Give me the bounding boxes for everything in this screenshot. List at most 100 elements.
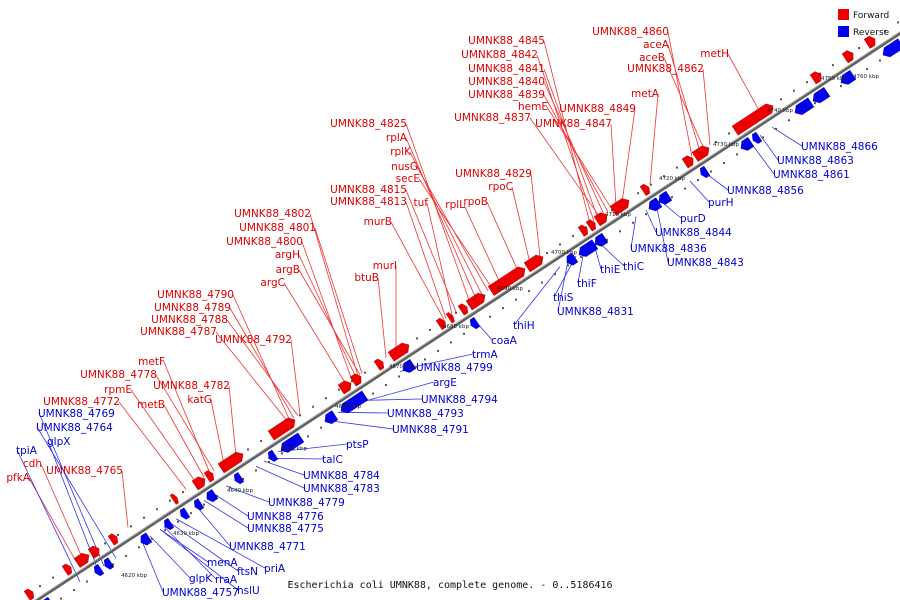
- reverse-label-leader: [36, 426, 117, 559]
- kbp-tick-labels: 4620 kbp 4630 kbp 4640 kbp 4650 kbp 4660 kbp…: [121, 74, 879, 579]
- reverse-gene-label: coaA: [491, 335, 518, 347]
- forward-gene-label: UMNK88_4765: [46, 465, 123, 477]
- forward-gene-label: tuf: [414, 197, 429, 209]
- reverse-gene-arrow: [93, 563, 105, 577]
- forward-label-leader: [663, 57, 705, 150]
- forward-label-leader: [536, 54, 595, 222]
- forward-gene-arrow: [609, 198, 630, 216]
- reverse-gene-arrow: [402, 358, 417, 373]
- reverse-gene-arrow: [233, 471, 245, 485]
- forward-gene-label: rplL: [445, 199, 465, 211]
- reverse-gene-label: glpX: [47, 436, 70, 448]
- kbp-tick-label: 4650 kbp: [281, 446, 307, 452]
- forward-gene-label: UMNK88_4837: [454, 112, 531, 124]
- reverse-label-leader: [195, 505, 231, 547]
- forward-label-leader: [418, 178, 493, 289]
- reverse-gene-label: UMNK88_4794: [421, 394, 498, 406]
- reverse-gene-label: UMNK88_4769: [38, 408, 115, 420]
- reverse-gene-arrow: [882, 38, 900, 58]
- forward-label-leader: [667, 44, 701, 152]
- reverse-label-leader: [159, 528, 239, 591]
- forward-label-leader: [426, 202, 453, 315]
- forward-label-leader: [298, 269, 361, 376]
- legend-reverse-label: Reverse: [853, 28, 890, 38]
- kbp-tick-label: 4680 kbp: [443, 324, 469, 330]
- forward-gene-label: metH: [700, 48, 729, 60]
- label-leader-lines: [16, 31, 803, 593]
- forward-gene-arrow: [841, 50, 854, 64]
- forward-label-leader: [546, 106, 613, 210]
- kbp-tick-label: 4760 kbp: [853, 74, 879, 80]
- reverse-gene-arrow: [469, 316, 481, 330]
- kbp-tick-label: 4700 kbp: [551, 250, 577, 256]
- forward-gene-label: metF: [138, 356, 165, 368]
- forward-gene-arrow: [577, 224, 589, 237]
- forward-gene-label: katG: [187, 394, 212, 406]
- reverse-label-leader: [16, 449, 81, 583]
- reverse-gene-arrow: [794, 97, 815, 115]
- forward-gene-arrow: [435, 317, 447, 331]
- forward-gene-label: UMNK88_4782: [153, 380, 230, 392]
- forward-label-leader: [377, 277, 387, 358]
- forward-label-leader: [298, 254, 357, 378]
- reverse-label-leader: [38, 412, 105, 567]
- forward-gene-label: argB: [276, 264, 300, 276]
- forward-gene-label: UMNK88_4815: [330, 184, 407, 196]
- forward-gene-arrow: [593, 212, 608, 227]
- forward-label-leader: [530, 173, 541, 257]
- reverse-gene-label: thiH: [513, 320, 535, 332]
- forward-label-leader: [283, 282, 347, 385]
- forward-gene-arrow: [523, 254, 544, 273]
- forward-gene-label: UMNK88_4845: [468, 35, 545, 47]
- forward-gene-label: UMNK88_4829: [455, 168, 532, 180]
- forward-label-leader: [301, 241, 353, 381]
- forward-gene-label: UMNK88_4825: [330, 118, 407, 130]
- forward-gene-arrow: [191, 476, 206, 491]
- forward-gene-arrow: [87, 545, 100, 559]
- reverse-gene-label: hslU: [237, 585, 260, 597]
- reverse-label-leader: [255, 465, 305, 489]
- reverse-label-leader: [175, 518, 266, 569]
- reverse-gene-label: UMNK88_4757: [162, 587, 239, 599]
- reverse-label-leader: [325, 419, 394, 430]
- reverse-gene-label: UMNK88_4861: [773, 169, 850, 181]
- reverse-gene-label: purH: [708, 197, 734, 209]
- forward-gene-label: metA: [631, 88, 660, 100]
- reverse-gene-arrow: [658, 190, 673, 205]
- genome-backbone: [34, 31, 900, 600]
- reverse-gene-arrow: [179, 507, 191, 520]
- forward-gene-arrow: [203, 470, 215, 483]
- reverse-gene-label: UMNK88_4793: [387, 408, 464, 420]
- reverse-gene-label: UMNK88_4784: [303, 470, 380, 482]
- reverse-label-leader: [645, 209, 657, 233]
- forward-label-leader: [130, 389, 197, 483]
- reverse-label-leader: [225, 485, 270, 503]
- reverse-gene-arrow: [103, 557, 115, 570]
- gene-labels: UMNK88_4845UMNK88_4842UMNK88_4841UMNK88_…: [6, 26, 878, 599]
- kbp-tick-label: 4630 kbp: [173, 531, 199, 537]
- forward-label-leader: [121, 470, 129, 528]
- reverse-gene-arrow: [340, 390, 369, 414]
- reverse-gene-arrow: [43, 596, 51, 600]
- forward-gene-label: rplA: [386, 132, 408, 144]
- forward-label-leader: [118, 401, 187, 490]
- forward-gene-arrow: [61, 563, 73, 576]
- forward-gene-label: rpoC: [488, 181, 513, 193]
- forward-label-leader: [543, 81, 605, 215]
- forward-label-leader: [390, 221, 445, 320]
- forward-label-leader: [610, 123, 617, 207]
- reverse-gene-label: UMNK88_4843: [667, 257, 744, 269]
- forward-gene-label: rpmE: [104, 384, 132, 396]
- reverse-gene-label: thiC: [623, 261, 644, 273]
- kbp-tick-label: 4670 kbp: [389, 364, 415, 370]
- kbp-tick-label: 4690 kbp: [497, 286, 523, 292]
- reverse-gene-label: glpK: [189, 573, 213, 585]
- forward-label-leader: [405, 189, 457, 312]
- reverse-gene-label: trmA: [472, 349, 498, 361]
- reverse-gene-arrow: [193, 498, 205, 511]
- reverse-gene-label: menA: [207, 557, 238, 569]
- reverse-gene-label: UMNK88_4863: [777, 155, 854, 167]
- reverse-label-leader: [771, 126, 803, 147]
- kbp-tick-label: 4720 kbp: [659, 176, 685, 182]
- forward-gene-label: argC: [260, 277, 285, 289]
